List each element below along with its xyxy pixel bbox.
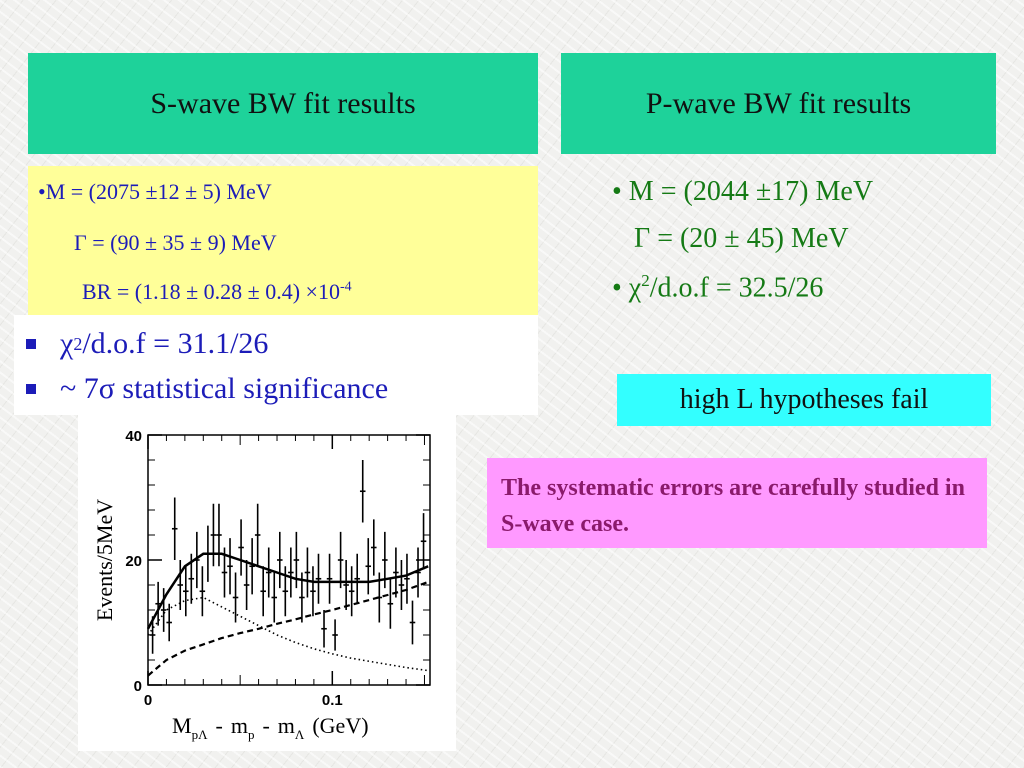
s-wave-params-box: •M = (2075 ±12 ± 5) MeV Γ = (90 ± 35 ± 9… xyxy=(28,166,538,316)
y-axis-label: Events/5MeV xyxy=(92,499,117,621)
p-wave-params: • M = (2044 ±17) MeV Γ = (20 ± 45) MeV •… xyxy=(612,178,873,319)
p-chi-superscript: 2 xyxy=(641,271,650,290)
p-wave-header-text: P-wave BW fit results xyxy=(645,86,912,120)
x-label-sub-l: Λ xyxy=(295,727,305,742)
x-label-sub-p: p xyxy=(248,727,255,742)
p-wave-header: P-wave BW fit results xyxy=(561,53,996,154)
chi-symbol: χ xyxy=(60,327,74,360)
s-wave-header: S-wave BW fit results xyxy=(28,53,538,154)
p-wave-chi2: • χ2/d.o.f = 32.5/26 xyxy=(612,272,873,319)
x-label-m1: m xyxy=(231,713,248,738)
systematic-note-text: The systematic errors are carefully stud… xyxy=(501,475,965,537)
bullet-square-icon xyxy=(26,339,36,349)
p-wave-width: Γ = (20 ± 45) MeV xyxy=(634,223,849,254)
high-l-note: high L hypotheses fail xyxy=(617,374,991,426)
s-wave-width: Γ = (90 ± 35 ± 9) MeV xyxy=(74,230,277,255)
plot-frame xyxy=(147,434,431,686)
p-wave-mass: • M = (2044 ±17) MeV xyxy=(612,176,874,207)
p-chi-symbol: • χ xyxy=(612,272,642,304)
s-wave-header-text: S-wave BW fit results xyxy=(150,86,416,120)
p-chi-value: /d.o.f = 32.5/26 xyxy=(649,272,824,304)
x-label-dash2: - xyxy=(262,713,269,738)
significance-text: ~ 7σ statistical significance xyxy=(60,372,389,405)
x-label-M: M xyxy=(172,713,192,738)
x-label-m2: m xyxy=(278,713,295,738)
y-tick-label: 0 xyxy=(134,678,142,695)
signal-curve xyxy=(147,596,429,672)
s-wave-br-text: BR = (1.18 ± 0.28 ± 0.4) ×10 xyxy=(82,279,340,304)
chi-value: /d.o.f = 31.1/26 xyxy=(82,327,269,360)
y-tick-label: 40 xyxy=(125,428,142,445)
s-wave-significance: ~ 7σ statistical significance xyxy=(26,372,388,406)
chi-superscript: 2 xyxy=(73,333,83,354)
systematic-note-box: The systematic errors are carefully stud… xyxy=(487,458,987,548)
s-wave-summary-box: χ 2/d.o.f = 31.1/26 ~ 7σ statistical sign… xyxy=(14,315,538,415)
x-tick-label: 0 xyxy=(144,692,152,709)
x-label-dash1: - xyxy=(216,713,223,738)
x-label-unit: (GeV) xyxy=(312,713,368,738)
high-l-text: high L hypotheses fail xyxy=(679,384,929,415)
total-fit-curve xyxy=(146,552,429,630)
s-wave-chi2: χ 2/d.o.f = 31.1/26 xyxy=(26,327,268,361)
background-curve xyxy=(147,580,429,677)
x-tick-label: 0.1 xyxy=(322,692,343,709)
s-wave-br: BR = (1.18 ± 0.28 ± 0.4) ×10-4 xyxy=(82,279,352,305)
plot-ticks: 0 20 40 0 0.1 xyxy=(125,428,430,709)
x-axis-label: MpΛ - mp - mΛ (GeV) xyxy=(172,713,369,742)
s-wave-mass: •M = (2075 ±12 ± 5) MeV xyxy=(38,179,272,204)
x-label-sub-pl: pΛ xyxy=(192,727,209,742)
data-points xyxy=(149,460,427,654)
plot-panel xyxy=(78,415,456,751)
bullet-square-icon xyxy=(26,384,36,394)
s-wave-br-exponent: -4 xyxy=(339,279,352,295)
plot-axes xyxy=(147,434,431,686)
y-tick-label: 20 xyxy=(125,553,142,570)
